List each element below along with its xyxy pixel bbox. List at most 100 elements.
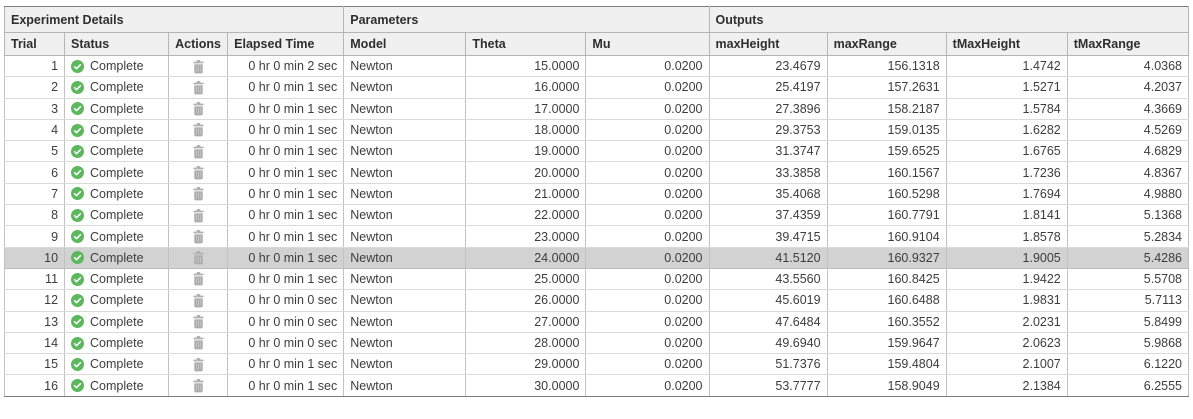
- tmaxrange-cell: 5.7113: [1066, 289, 1190, 312]
- theta-cell: 26.0000: [465, 289, 587, 312]
- col-header-trial[interactable]: Trial: [3, 32, 66, 56]
- maxrange-cell: 160.9104: [826, 225, 947, 248]
- elapsed-time-cell: 0 hr 0 min 1 sec: [227, 225, 345, 248]
- trial-cell[interactable]: 8: [3, 204, 66, 227]
- table-row[interactable]: 3 Complete 0: [3, 97, 1190, 120]
- trash-icon[interactable]: [192, 230, 204, 244]
- col-header-tmaxheight[interactable]: tMaxHeight: [945, 32, 1068, 56]
- trial-cell[interactable]: 14: [3, 331, 66, 355]
- tmaxrange-cell: 4.5269: [1066, 118, 1190, 142]
- status-complete-icon: [71, 293, 85, 307]
- trial-cell[interactable]: 1: [3, 54, 66, 78]
- maxrange-cell: 159.4804: [826, 353, 947, 376]
- status-cell: Complete: [64, 246, 170, 269]
- trial-cell[interactable]: 7: [3, 182, 66, 206]
- table-row[interactable]: 15 Complete: [3, 353, 1190, 376]
- status-label: Complete: [90, 378, 144, 393]
- trash-icon[interactable]: [192, 123, 204, 137]
- results-tbody: 1 Complete 0: [3, 54, 1190, 397]
- elapsed-time-cell: 0 hr 0 min 0 sec: [227, 331, 345, 355]
- status-complete-icon: [71, 187, 85, 201]
- status-complete-icon: [71, 336, 85, 350]
- table-row[interactable]: 5 Complete 0: [3, 140, 1190, 163]
- status-cell: Complete: [64, 140, 170, 163]
- tmaxheight-cell: 1.9422: [945, 267, 1068, 291]
- maxheight-cell: 25.4197: [708, 76, 828, 99]
- col-header-mu[interactable]: Mu: [585, 32, 710, 56]
- table-row[interactable]: 11 Complete: [3, 267, 1190, 291]
- col-header-tmaxrange[interactable]: tMaxRange: [1066, 32, 1190, 56]
- trash-icon[interactable]: [192, 336, 204, 350]
- maxrange-cell: 159.6525: [826, 140, 947, 163]
- table-row[interactable]: 12 Complete: [3, 289, 1190, 312]
- maxrange-cell: 156.1318: [826, 54, 947, 78]
- table-row[interactable]: 7 Complete 0: [3, 182, 1190, 206]
- model-cell: Newton: [343, 54, 467, 78]
- trial-cell[interactable]: 4: [3, 118, 66, 142]
- theta-cell: 30.0000: [465, 374, 587, 397]
- theta-cell: 17.0000: [465, 97, 587, 120]
- trash-icon[interactable]: [192, 80, 204, 95]
- trial-cell[interactable]: 13: [3, 310, 66, 333]
- trial-cell[interactable]: 5: [3, 140, 66, 163]
- maxheight-cell: 29.3753: [708, 118, 828, 142]
- table-row[interactable]: 10 Complete: [3, 246, 1190, 269]
- trash-icon[interactable]: [192, 315, 204, 329]
- trial-cell[interactable]: 11: [3, 267, 66, 291]
- maxrange-cell: 160.1567: [826, 161, 947, 184]
- mu-cell: 0.0200: [585, 97, 710, 120]
- model-cell: Newton: [343, 289, 467, 312]
- mu-cell: 0.0200: [585, 353, 710, 376]
- mu-cell: 0.0200: [585, 289, 710, 312]
- table-row[interactable]: 8 Complete 0: [3, 204, 1190, 227]
- col-header-theta[interactable]: Theta: [465, 32, 587, 56]
- col-header-actions[interactable]: Actions: [168, 32, 229, 56]
- table-row[interactable]: 9 Complete 0: [3, 225, 1190, 248]
- trash-icon[interactable]: [192, 379, 204, 393]
- maxheight-cell: 37.4359: [708, 204, 828, 227]
- trash-icon[interactable]: [192, 357, 204, 372]
- maxheight-cell: 23.4679: [708, 54, 828, 78]
- theta-cell: 21.0000: [465, 182, 587, 206]
- trial-cell[interactable]: 12: [3, 289, 66, 312]
- col-header-maxrange[interactable]: maxRange: [826, 32, 947, 56]
- table-row[interactable]: 1 Complete 0: [3, 54, 1190, 78]
- trial-cell[interactable]: 3: [3, 97, 66, 120]
- trial-cell[interactable]: 2: [3, 76, 66, 99]
- elapsed-time-cell: 0 hr 0 min 1 sec: [227, 76, 345, 99]
- table-row[interactable]: 6 Complete 0: [3, 161, 1190, 184]
- col-header-status[interactable]: Status: [64, 32, 170, 56]
- table-row[interactable]: 16 Complete: [3, 374, 1190, 397]
- trash-icon[interactable]: [192, 102, 204, 116]
- trial-cell[interactable]: 15: [3, 353, 66, 376]
- trash-icon[interactable]: [192, 208, 204, 223]
- actions-cell: [168, 353, 229, 376]
- trash-icon[interactable]: [192, 293, 204, 308]
- col-header-maxheight[interactable]: maxHeight: [708, 32, 828, 56]
- tmaxrange-cell: 4.3669: [1066, 97, 1190, 120]
- col-header-model[interactable]: Model: [343, 32, 467, 56]
- trash-icon[interactable]: [192, 251, 204, 265]
- model-cell: Newton: [343, 374, 467, 397]
- table-row[interactable]: 4 Complete 0: [3, 118, 1190, 142]
- col-header-elapsed-time[interactable]: Elapsed Time: [227, 32, 345, 56]
- trash-icon[interactable]: [192, 187, 204, 201]
- trial-cell[interactable]: 16: [3, 374, 66, 397]
- trash-icon[interactable]: [192, 166, 204, 180]
- trial-cell[interactable]: 10: [3, 246, 66, 269]
- trash-icon[interactable]: [192, 272, 204, 286]
- status-complete-icon: [71, 166, 85, 180]
- table-row[interactable]: 14 Complete: [3, 331, 1190, 355]
- table-row[interactable]: 13 Complete: [3, 310, 1190, 333]
- trash-icon[interactable]: [192, 59, 204, 74]
- tmaxheight-cell: 2.0231: [945, 310, 1068, 333]
- status-complete-icon: [71, 357, 85, 371]
- tmaxheight-cell: 1.4742: [945, 54, 1068, 78]
- experiment-results-panel: Experiment Details Parameters Outputs Tr…: [3, 6, 1190, 397]
- maxrange-cell: 160.3552: [826, 310, 947, 333]
- trial-cell[interactable]: 6: [3, 161, 66, 184]
- table-row[interactable]: 2 Complete 0: [3, 76, 1190, 99]
- trial-cell[interactable]: 9: [3, 225, 66, 248]
- trash-icon[interactable]: [192, 144, 204, 159]
- actions-cell: [168, 246, 229, 269]
